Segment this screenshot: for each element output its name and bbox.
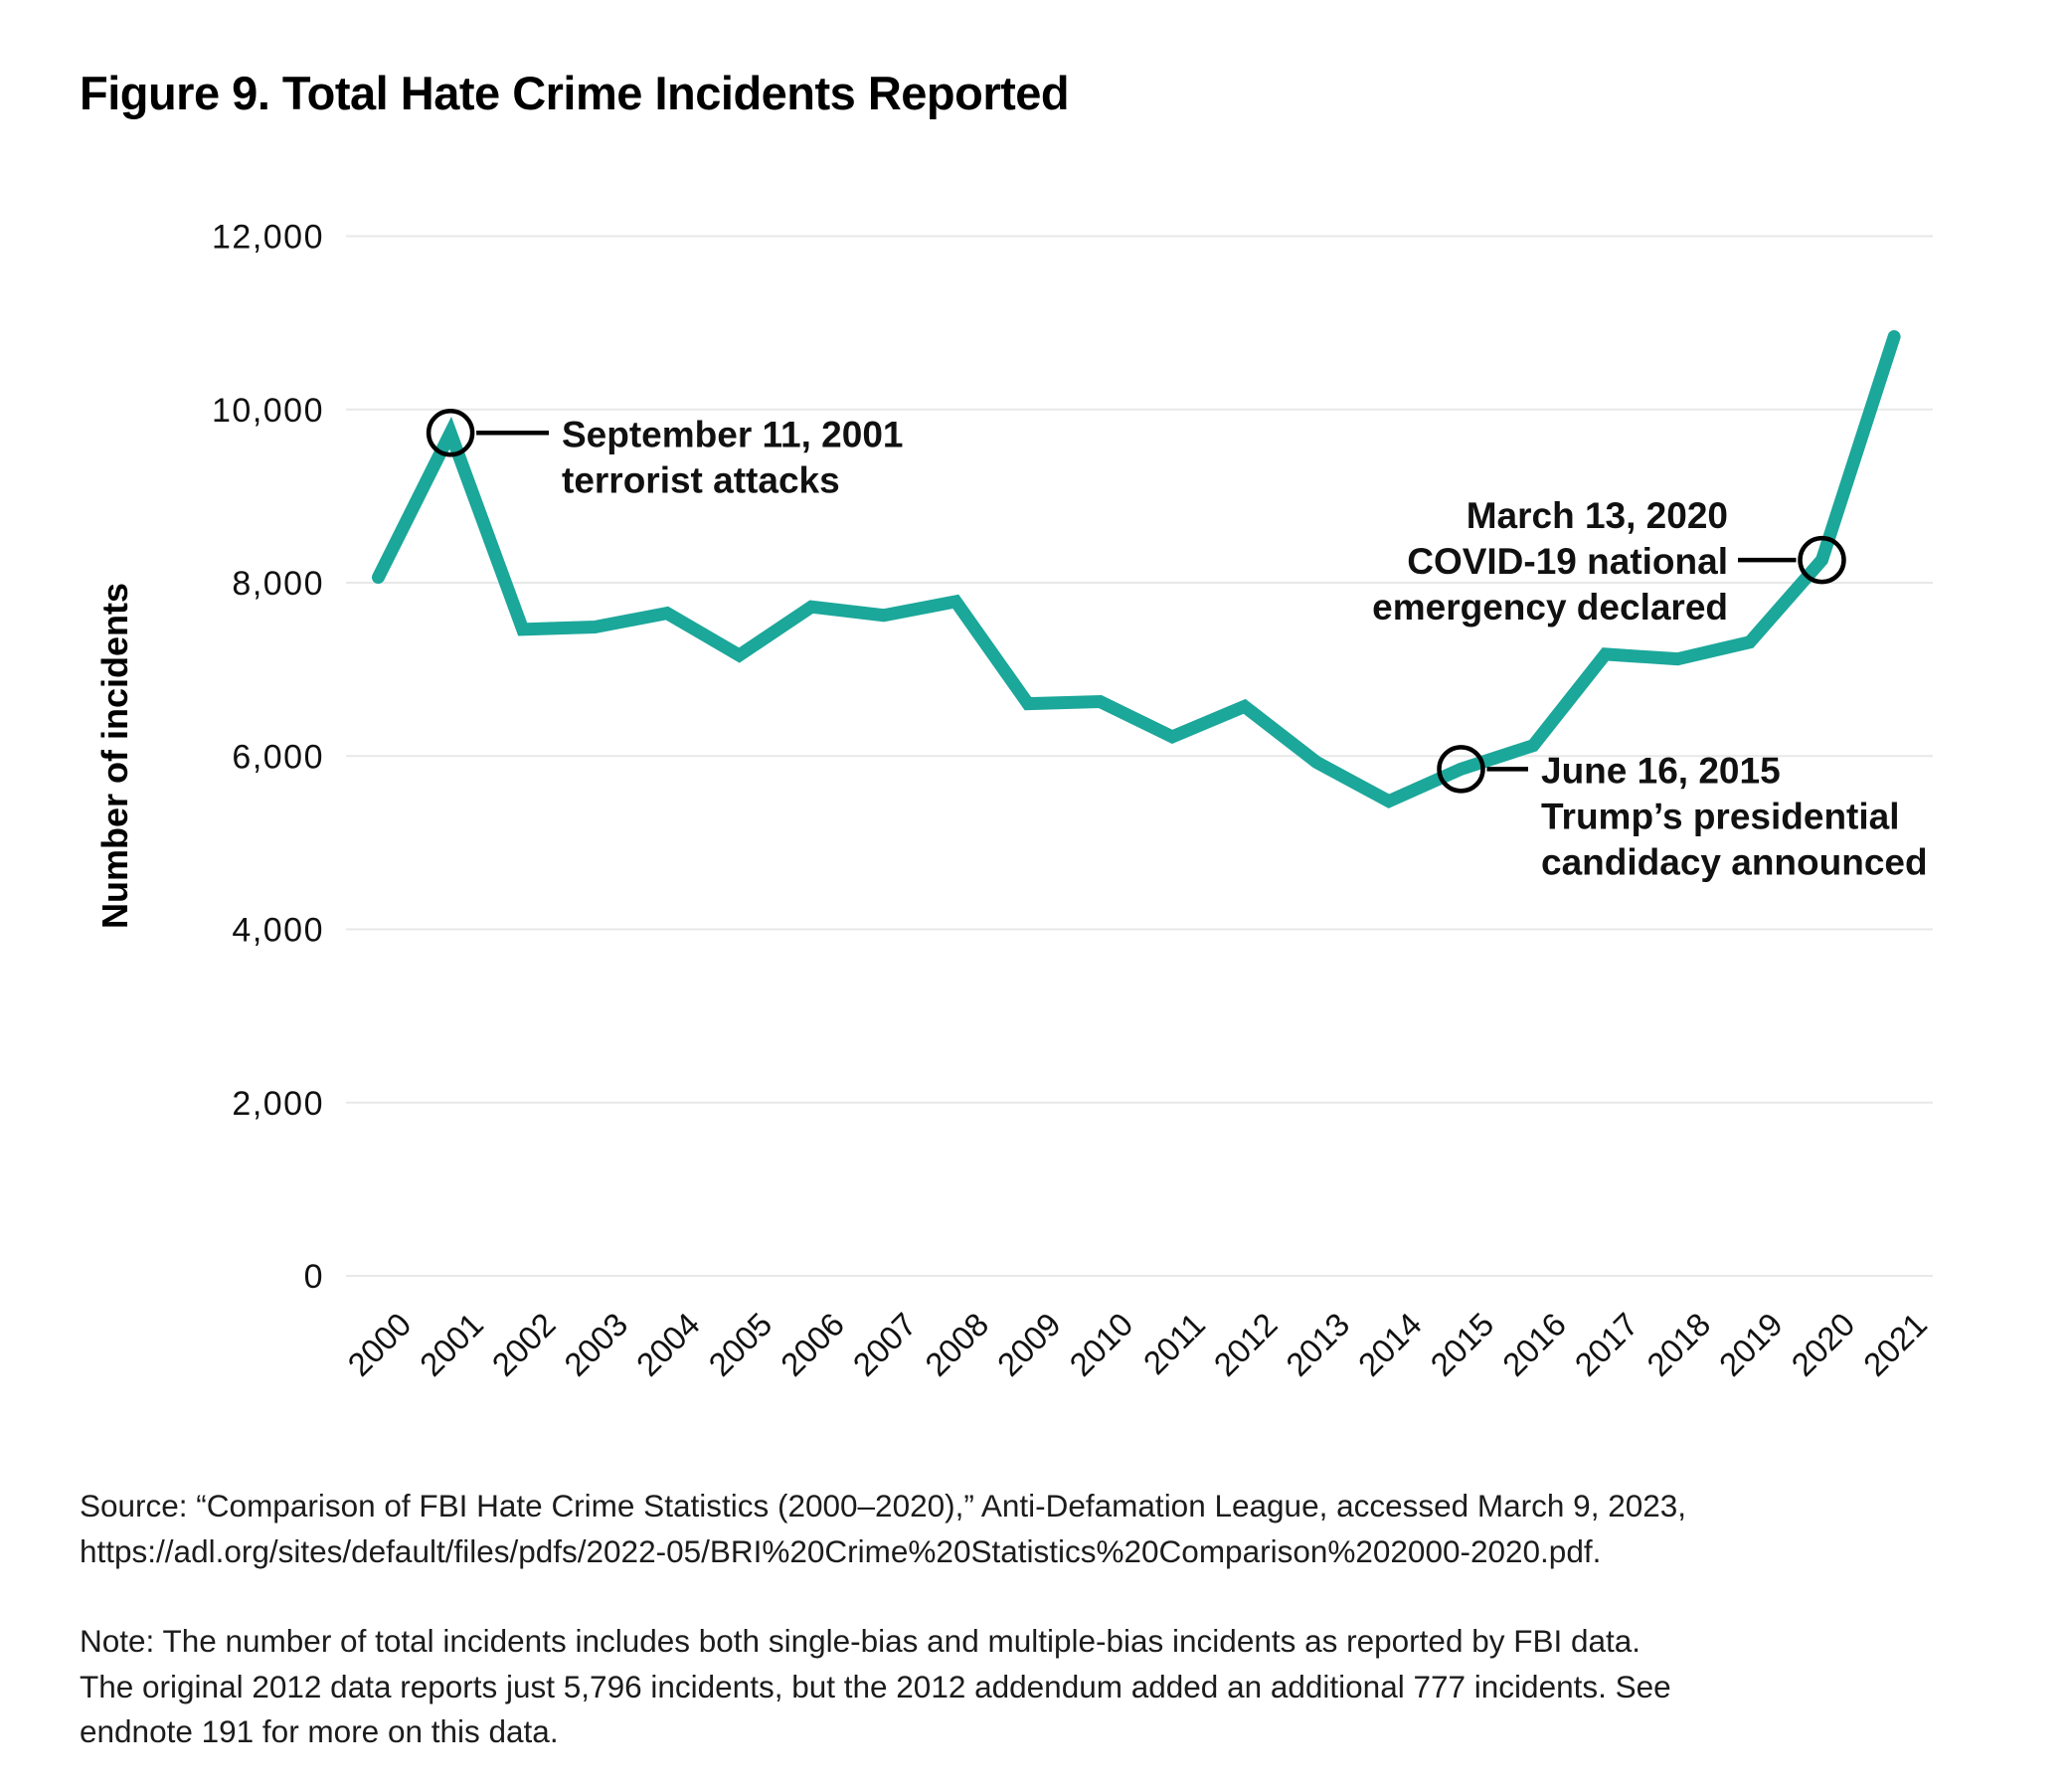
annotation-label: Trump’s presidential: [1541, 796, 1900, 836]
annotation-label: March 13, 2020: [1467, 495, 1728, 536]
x-tick-label: 2004: [629, 1306, 707, 1383]
x-tick-label: 2005: [701, 1306, 778, 1383]
x-tick-label: 2021: [1856, 1306, 1934, 1383]
x-tick-label: 2008: [918, 1306, 995, 1383]
y-axis-title: Number of incidents: [94, 583, 135, 929]
x-tick-label: 2003: [557, 1306, 634, 1383]
x-tick-label: 2010: [1062, 1306, 1139, 1383]
annotation-label: COVID-19 national: [1407, 541, 1728, 582]
note-line: The original 2012 data reports just 5,79…: [80, 1668, 1671, 1704]
source-line: https://adl.org/sites/default/files/pdfs…: [80, 1532, 1602, 1569]
figure-title: Figure 9. Total Hate Crime Incidents Rep…: [80, 67, 1070, 119]
note-text: Note: The number of total incidents incl…: [80, 1619, 2028, 1755]
x-tick-label: 2016: [1495, 1306, 1573, 1383]
x-tick-label: 2001: [413, 1306, 490, 1383]
annotation-label: June 16, 2015: [1541, 750, 1781, 791]
y-tick-label: 8,000: [232, 565, 324, 603]
y-tick-label: 2,000: [232, 1085, 324, 1123]
annotation-circle: [426, 409, 475, 457]
x-tick-label: 2013: [1279, 1306, 1356, 1383]
trend-line: [372, 330, 1901, 808]
source-text: Source: “Comparison of FBI Hate Crime St…: [80, 1484, 2028, 1574]
annotation-label: candidacy announced: [1541, 841, 1928, 882]
note-line: Note: The number of total incidents incl…: [80, 1623, 1641, 1659]
x-tick-label: 2020: [1784, 1306, 1861, 1383]
x-tick-label: 2014: [1351, 1306, 1429, 1383]
y-tick-label: 12,000: [212, 219, 324, 257]
y-tick-label: 4,000: [232, 912, 324, 950]
x-tick-label: 2015: [1423, 1306, 1500, 1383]
x-tick-label: 2011: [1136, 1306, 1212, 1381]
y-tick-label: 6,000: [232, 738, 324, 776]
x-tick-label: 2019: [1712, 1306, 1790, 1383]
annotation-circle: [1798, 535, 1846, 585]
source-line: Source: “Comparison of FBI Hate Crime St…: [80, 1488, 1687, 1523]
line-chart: 02,0004,0006,0008,00010,00012,0002000200…: [94, 219, 1934, 1383]
y-tick-label: 0: [304, 1258, 324, 1296]
x-tick-label: 2012: [1207, 1306, 1285, 1383]
annotation-label: terrorist attacks: [562, 459, 840, 500]
x-tick-label: 2017: [1568, 1306, 1645, 1383]
x-tick-label: 2009: [990, 1306, 1068, 1383]
y-tick-label: 10,000: [212, 392, 324, 430]
x-tick-label: 2002: [485, 1306, 563, 1383]
annotation-label: September 11, 2001: [562, 414, 904, 454]
x-tick-label: 2007: [846, 1306, 924, 1383]
annotation-circle: [1437, 745, 1485, 794]
x-tick-label: 2006: [774, 1306, 851, 1383]
annotation-label: emergency declared: [1372, 587, 1728, 627]
x-tick-label: 2018: [1640, 1306, 1717, 1383]
x-tick-label: 2000: [340, 1306, 418, 1383]
note-line: endnote 191 for more on this data.: [80, 1713, 559, 1749]
